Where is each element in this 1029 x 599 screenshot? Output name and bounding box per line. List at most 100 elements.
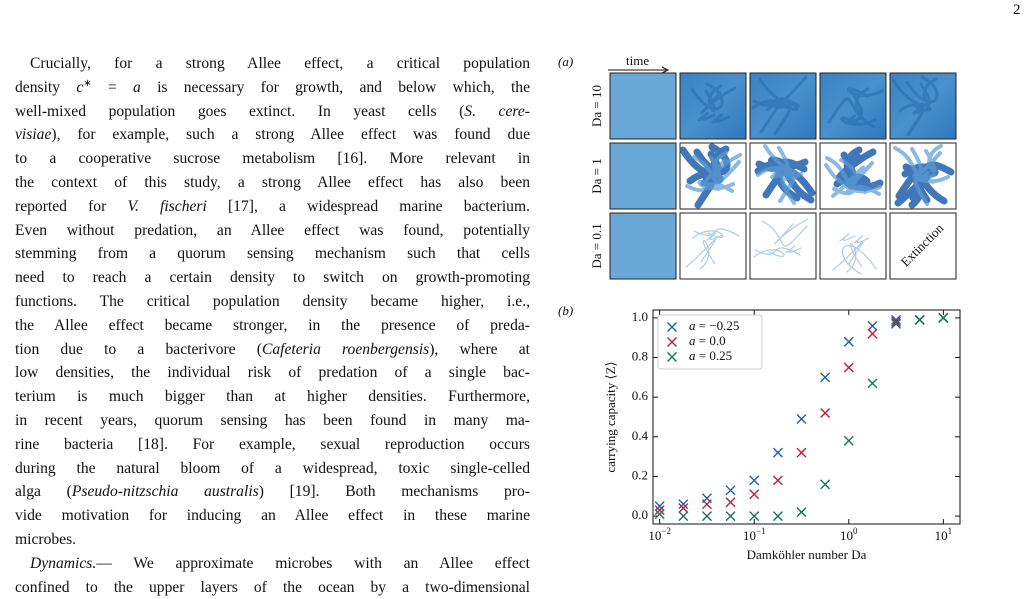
row-label: Da = 1 (589, 158, 604, 194)
point (654, 501, 665, 512)
legend-label: a = 0.0 (689, 333, 726, 348)
y-tick-label: 0.4 (632, 428, 649, 443)
point (867, 328, 878, 339)
text-line: terium is much bigger than at higher den… (15, 385, 530, 409)
text-run: density (15, 78, 77, 96)
point (772, 511, 783, 522)
text-run: visiae (15, 126, 52, 144)
x-tick-label: 101 (935, 526, 953, 543)
flow-pattern (891, 75, 939, 137)
snapshot (609, 142, 677, 210)
text-run: confined to the upper layers of the ocea… (15, 578, 530, 596)
point (938, 312, 949, 323)
flow-pattern (753, 218, 809, 258)
text-run: need to reach a certain density to switc… (15, 269, 530, 287)
legend-marker (667, 352, 677, 362)
point (820, 408, 831, 419)
text-run: the context of this study, a strong Alle… (15, 173, 530, 191)
text-line: in recent years, quorum sensing has been… (15, 409, 530, 433)
text-run: Cafeteria roenbergensis (261, 340, 430, 358)
point (820, 372, 831, 383)
flow-pattern (690, 82, 737, 124)
y-tick-label: 0.6 (632, 388, 649, 403)
text-run: S. cere- (464, 102, 530, 120)
flow-pattern (751, 75, 808, 136)
point (867, 378, 878, 389)
flow-pattern (827, 87, 884, 129)
point (654, 505, 665, 516)
text-line: to a cooperative sucrose metabolism [16]… (15, 147, 530, 171)
legend-marker (667, 337, 677, 347)
point (820, 479, 831, 490)
text-run: in recent years, quorum sensing has been… (15, 411, 530, 429)
text-run: = (91, 78, 133, 96)
text-run: V. fischeri (127, 197, 207, 215)
snapshot (609, 72, 677, 140)
text-run: the Allee effect became stronger, in the… (15, 316, 530, 334)
point (867, 320, 878, 331)
text-line: reported for V. fischeri [17], a widespr… (15, 195, 530, 219)
point (796, 507, 807, 518)
point (654, 509, 665, 520)
text-line: visiae), for example, such a strong Alle… (15, 123, 530, 147)
text-column: Crucially, for a strong Allee effect, a … (15, 52, 530, 599)
text-run: vide motivation for inducing an Allee ef… (15, 507, 530, 525)
point (678, 503, 689, 514)
text-run: tion due to a bacterivore ( (15, 340, 262, 358)
y-tick-label: 0.8 (632, 349, 648, 364)
text-line: the context of this study, a strong Alle… (15, 171, 530, 195)
text-run: [17], a widespread marine bacterium. (206, 197, 530, 215)
text-run: ) [19]. Both mechanisms pro- (258, 483, 530, 501)
text-run: low densities, the individual risk of pr… (15, 364, 530, 382)
text-run: reported for (15, 197, 128, 215)
x-tick-label: 100 (840, 526, 858, 543)
panel-label: (b) (558, 303, 573, 318)
point (843, 336, 854, 347)
text-line: density c∗ = a is necessary for growth, … (15, 76, 530, 100)
text-run: rine bacteria [18]. For example, sexual … (15, 435, 530, 453)
legend-box (657, 314, 763, 370)
text-line: tion due to a bacterivore (Cafeteria roe… (15, 338, 530, 362)
point (843, 362, 854, 373)
x-axis-label: Damköhler number Da (747, 547, 867, 562)
time-label: time (626, 53, 649, 68)
text-run: ), for example, such a strong Allee effe… (51, 126, 530, 144)
text-line: well-mixed population goes extinct. In y… (15, 100, 530, 124)
snapshot (889, 212, 957, 280)
text-line: the Allee effect became stronger, in the… (15, 314, 530, 338)
point (725, 497, 736, 508)
point (725, 511, 736, 522)
page-number: 2 (1013, 2, 1021, 18)
text-run: functions. The critical population densi… (15, 292, 530, 310)
flow-pattern (832, 233, 877, 275)
point (891, 318, 902, 329)
legend-label: a = −0.25 (689, 318, 739, 333)
text-line: vide motivation for inducing an Allee ef… (15, 504, 530, 528)
text-line: Dynamics.— We approximate microbes with … (15, 552, 530, 576)
snapshot (679, 212, 747, 280)
point (796, 413, 807, 424)
text-run: to a cooperative sucrose metabolism [16]… (15, 150, 530, 168)
text-run: ∗ (83, 77, 92, 89)
x-tick-label: 10−1 (743, 526, 766, 543)
text-run: Even without predation, an Allee effect … (15, 221, 530, 239)
point (772, 475, 783, 486)
text-run: terium is much bigger than at higher den… (15, 388, 530, 406)
point (891, 314, 902, 325)
y-tick-label: 0.2 (632, 467, 648, 482)
time-arrow-head (661, 66, 670, 74)
row-label: Da = 0.1 (589, 223, 604, 268)
text-run: alga ( (15, 483, 72, 501)
point (891, 316, 902, 327)
point (749, 511, 760, 522)
text-run: Crucially, for a strong Allee effect, a … (30, 55, 530, 72)
text-line: microbes. (15, 528, 530, 552)
point (701, 499, 712, 510)
text-line: Even without predation, an Allee effect … (15, 219, 530, 243)
text-line: low densities, the individual risk of pr… (15, 361, 530, 385)
y-tick-label: 1.0 (632, 309, 648, 324)
point (725, 485, 736, 496)
snapshot (749, 212, 817, 280)
row-label: Da = 10 (589, 85, 604, 127)
